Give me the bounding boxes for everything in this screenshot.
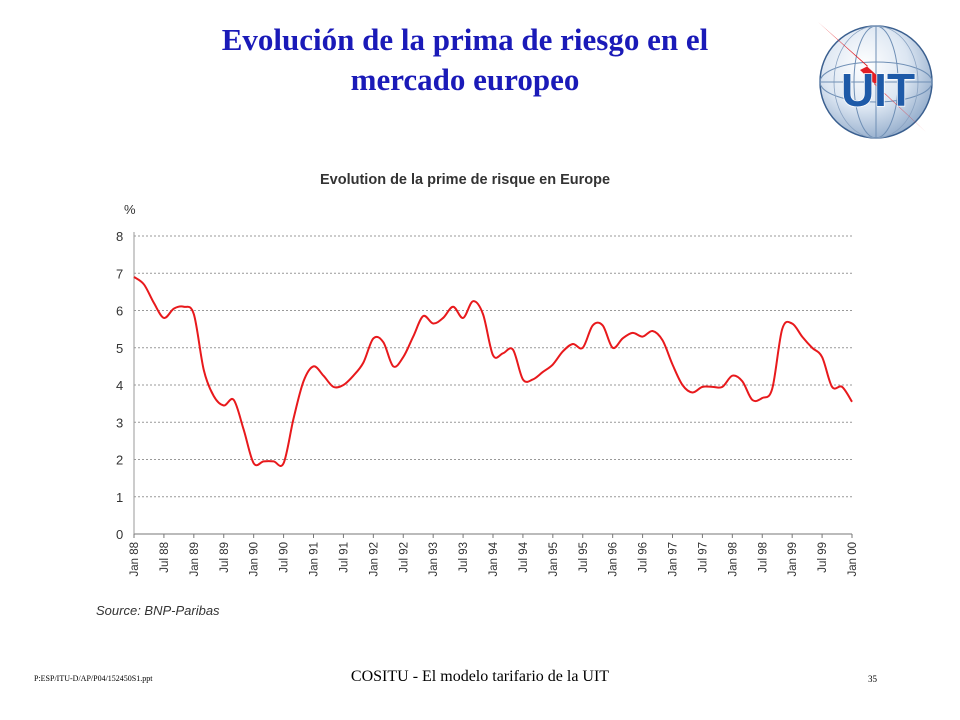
x-tick-jan-94: Jan 94 bbox=[488, 541, 500, 576]
chart-source: Source: BNP-Paribas bbox=[96, 603, 220, 618]
x-tick-jul-88: Jul 88 bbox=[159, 542, 171, 573]
x-tick-jan-88: Jan 88 bbox=[129, 542, 141, 577]
y-tick-1: 1 bbox=[116, 490, 123, 505]
series-line-0 bbox=[133, 276, 853, 467]
footer-caption: COSITU - El modelo tarifario de la UIT bbox=[350, 668, 610, 685]
x-tick-jul-94: Jul 94 bbox=[518, 541, 530, 572]
lightning-icon bbox=[818, 22, 926, 132]
x-tick-jul-90: Jul 90 bbox=[279, 542, 291, 573]
x-tick-jan-98: Jan 98 bbox=[727, 542, 739, 577]
x-tick-jul-89: Jul 89 bbox=[219, 542, 231, 573]
x-tick-jan-92: Jan 92 bbox=[368, 542, 380, 577]
y-tick-7: 7 bbox=[116, 266, 123, 281]
x-tick-jul-99: Jul 99 bbox=[817, 542, 829, 573]
y-tick-2: 2 bbox=[116, 453, 123, 468]
x-tick-jan-96: Jan 96 bbox=[608, 542, 620, 577]
slide-title: Evolución de la prima de riesgo en el me… bbox=[120, 20, 810, 100]
chart-title: Evolution de la prime de risque en Europ… bbox=[320, 172, 610, 188]
x-tick-jan-95: Jan 95 bbox=[548, 542, 560, 577]
y-tick-labels: 0 1 2 3 4 5 6 7 8 bbox=[116, 229, 123, 542]
x-tick-jan-97: Jan 97 bbox=[668, 542, 680, 577]
x-tick-jan-93: Jan 93 bbox=[428, 542, 440, 577]
y-tick-5: 5 bbox=[116, 341, 123, 356]
page-number: 35 bbox=[868, 674, 877, 684]
x-tick-jul-98: Jul 98 bbox=[757, 542, 769, 573]
x-tick-jul-93: Jul 93 bbox=[458, 542, 470, 573]
y-tick-8: 8 bbox=[116, 229, 123, 244]
x-tick-jan-89: Jan 89 bbox=[189, 542, 201, 577]
series-group bbox=[133, 276, 853, 467]
x-tick-jul-95: Jul 95 bbox=[578, 542, 590, 573]
x-tick-labels: Jan 88 Jul 88 Jan 89 Jul 89 Jan 90 Jul 90 Jan … bbox=[129, 534, 859, 577]
risk-premium-chart: Evolution de la prime de risque en Europ… bbox=[96, 172, 859, 618]
y-axis-label: % bbox=[124, 202, 136, 217]
x-tick-jul-96: Jul 96 bbox=[638, 542, 650, 573]
y-tick-4: 4 bbox=[116, 378, 123, 393]
y-tick-3: 3 bbox=[116, 415, 123, 430]
y-tick-6: 6 bbox=[116, 304, 123, 319]
uit-logo: UIT bbox=[818, 22, 933, 139]
footer-file-path: P:ESP/ITU-D/AP/P04/152450S1.ppt bbox=[34, 674, 153, 683]
logo-text: UIT bbox=[841, 64, 915, 116]
x-tick-jan-90: Jan 90 bbox=[249, 542, 261, 577]
x-tick-jul-91: Jul 91 bbox=[338, 542, 350, 573]
x-tick-jul-92: Jul 92 bbox=[398, 542, 410, 573]
x-tick-jan-91: Jan 91 bbox=[309, 542, 321, 577]
y-tick-0: 0 bbox=[116, 527, 123, 542]
slide-title-line1: Evolución de la prima de riesgo en el bbox=[221, 22, 709, 57]
x-tick-jan-00: Jan 00 bbox=[847, 542, 859, 577]
x-tick-jan-99: Jan 99 bbox=[787, 542, 799, 577]
x-tick-jul-97: Jul 97 bbox=[697, 542, 709, 573]
slide-title-line2: mercado europeo bbox=[350, 62, 580, 97]
